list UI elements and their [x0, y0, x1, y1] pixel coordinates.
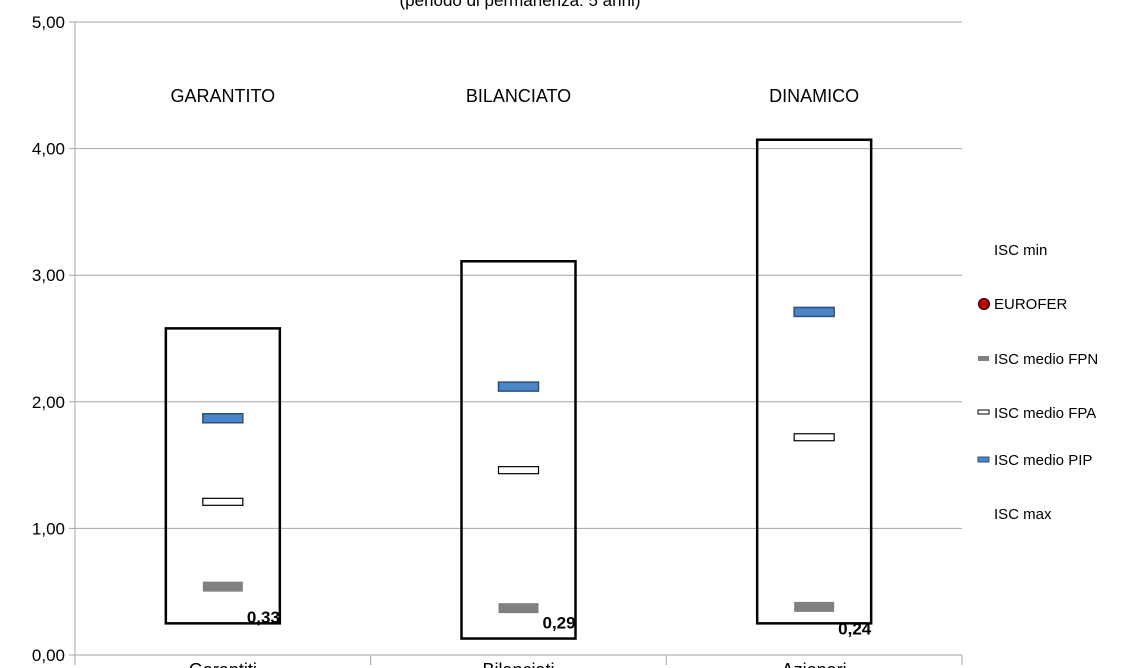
- x-category-label: Bilanciati: [482, 660, 554, 668]
- isc-range-box: [460, 260, 577, 640]
- eurofer-data-label: 0,33: [247, 608, 280, 627]
- isc-medio-pip-marker: [497, 381, 540, 392]
- legend-label: ISC medio FPA: [994, 405, 1096, 422]
- pip-legend-icon: [977, 456, 990, 463]
- x-category-label: Garantiti: [189, 660, 257, 668]
- y-tick-label: 0,00: [32, 646, 65, 665]
- eurofer-data-label: 0,29: [543, 613, 576, 632]
- isc-range-box: [755, 138, 873, 625]
- legend-label: ISC medio PIP: [994, 452, 1092, 469]
- legend-label: ISC min: [994, 242, 1047, 259]
- eurofer-data-label: 0,24: [838, 620, 872, 639]
- y-tick-label: 5,00: [32, 13, 65, 32]
- category-title: GARANTITO: [170, 86, 275, 106]
- isc-medio-pip-marker: [793, 306, 835, 318]
- axes: 0,00 1,00 2,00 3,00 4,00 5,00: [32, 13, 963, 665]
- chart-subtitle: (periodo di permanenza: 5 anni): [400, 0, 641, 10]
- boxes: [164, 138, 873, 640]
- isc-medio-fpa-marker: [202, 497, 244, 506]
- isc-medio-fpn-marker: [202, 581, 243, 592]
- legend-label: EUROFER: [994, 296, 1068, 313]
- x-category-label: Azionari: [782, 660, 847, 668]
- data-labels: 0,33 0,29 0,24: [247, 608, 872, 638]
- isc-medio-pip-marker: [202, 413, 244, 424]
- category-title: DINAMICO: [769, 86, 859, 106]
- legend-label: ISC medio FPN: [994, 351, 1098, 368]
- y-tick-label: 1,00: [32, 519, 65, 538]
- legend-label: ISC max: [994, 506, 1052, 523]
- eurofer-legend-icon: [978, 298, 990, 310]
- grid: [75, 21, 962, 529]
- y-tick-label: 4,00: [32, 140, 65, 159]
- fpa-legend-icon: [977, 409, 990, 415]
- legend: ISC min EUROFER ISC medio FPN ISC medio FPA…: [977, 242, 1098, 523]
- isc-medio-fpa-marker: [497, 466, 540, 475]
- y-tick-label: 2,00: [32, 393, 65, 412]
- fpn-legend-icon: [978, 356, 989, 361]
- y-tick-label: 3,00: [32, 266, 65, 285]
- category-title: BILANCIATO: [466, 86, 571, 106]
- isc-medio-fpn-marker: [498, 603, 539, 614]
- isc-medio-fpn-marker: [794, 601, 835, 612]
- isc-range-box: [164, 327, 282, 625]
- category-titles: GARANTITO BILANCIATO DINAMICO: [170, 86, 859, 106]
- markers: [202, 306, 835, 614]
- x-labels: Garantiti Bilanciati Azionari: [189, 660, 847, 668]
- isc-medio-fpa-marker: [793, 433, 835, 442]
